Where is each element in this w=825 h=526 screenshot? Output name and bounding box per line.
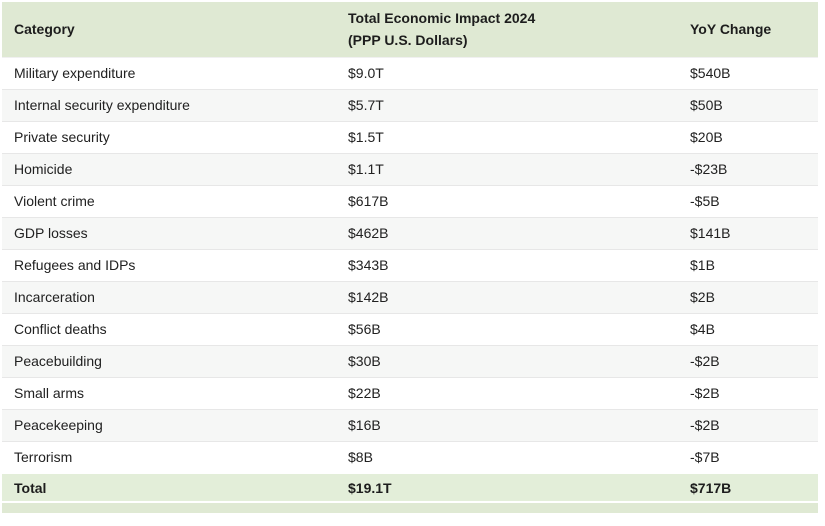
- cell-impact: $1.1T: [348, 161, 384, 177]
- cell-yoy: $1B: [690, 257, 715, 273]
- cell-category: GDP losses: [14, 225, 88, 241]
- table-row: Homicide $1.1T -$23B: [2, 153, 818, 185]
- cell-category: Military expenditure: [14, 65, 136, 81]
- cell-category: Peacebuilding: [14, 353, 102, 369]
- cell-yoy: $2B: [690, 289, 715, 305]
- cell-category: Small arms: [14, 385, 85, 401]
- cell-impact: $30B: [348, 353, 381, 369]
- cell-yoy: $20B: [690, 129, 723, 145]
- table-row: Conflict deaths $56B $4B: [2, 313, 818, 345]
- cropped-element-below-table: [2, 503, 818, 513]
- cell-category: Violent crime: [14, 193, 95, 209]
- cell-impact: $343B: [348, 257, 389, 273]
- cell-category: Conflict deaths: [14, 321, 107, 337]
- cell-yoy: -$7B: [690, 448, 720, 465]
- cell-impact: $462B: [348, 225, 389, 241]
- table-row: Terrorism $8B -$7B: [2, 441, 818, 473]
- cell-category: Homicide: [14, 161, 73, 177]
- total-impact: $19.1T: [348, 479, 392, 496]
- cell-impact: $16B: [348, 417, 381, 433]
- column-header-yoy: YoY Change: [690, 21, 772, 38]
- table-row: Refugees and IDPs $343B $1B: [2, 249, 818, 281]
- table-row: GDP losses $462B $141B: [2, 217, 818, 249]
- cell-yoy: -$23B: [690, 161, 728, 177]
- cell-impact: $617B: [348, 193, 389, 209]
- table-row: Military expenditure $9.0T $540B: [2, 57, 818, 89]
- cell-impact: $22B: [348, 385, 381, 401]
- cell-impact: $5.7T: [348, 97, 384, 113]
- table-row: Incarceration $142B $2B: [2, 281, 818, 313]
- cell-impact: $56B: [348, 321, 381, 337]
- cell-impact: $142B: [348, 289, 389, 305]
- cell-yoy: $141B: [690, 225, 731, 241]
- cell-category: Terrorism: [14, 448, 73, 465]
- cell-impact: $8B: [348, 448, 373, 465]
- cell-yoy: -$2B: [690, 417, 720, 433]
- table-row: Peacekeeping $16B -$2B: [2, 409, 818, 441]
- column-header-category: Category: [14, 21, 75, 38]
- total-label: Total: [14, 479, 47, 496]
- table-row: Private security $1.5T $20B: [2, 121, 818, 153]
- cell-category: Peacekeeping: [14, 417, 103, 433]
- table-row: Small arms $22B -$2B: [2, 377, 818, 409]
- cell-yoy: -$2B: [690, 385, 720, 401]
- cell-yoy: -$5B: [690, 193, 720, 209]
- cell-impact: $1.5T: [348, 129, 384, 145]
- cell-category: Private security: [14, 129, 110, 145]
- table-header-row: Category Total Economic Impact 2024 (PPP…: [2, 2, 818, 57]
- cell-category: Incarceration: [14, 289, 95, 305]
- total-yoy: $717B: [690, 479, 732, 496]
- table-row: Internal security expenditure $5.7T $50B: [2, 89, 818, 121]
- table-row: Peacebuilding $30B -$2B: [2, 345, 818, 377]
- cell-category: Refugees and IDPs: [14, 257, 136, 273]
- cell-category: Internal security expenditure: [14, 97, 190, 113]
- cell-impact: $9.0T: [348, 65, 384, 81]
- cell-yoy: $4B: [690, 321, 715, 337]
- economic-impact-table: Category Total Economic Impact 2024 (PPP…: [2, 2, 818, 501]
- table-total-row: Total $19.1T $717B: [2, 473, 818, 501]
- cell-yoy: -$2B: [690, 353, 720, 369]
- cell-yoy: $50B: [690, 97, 723, 113]
- table-row: Violent crime $617B -$5B: [2, 185, 818, 217]
- column-header-impact: Total Economic Impact 2024 (PPP U.S. Dol…: [348, 9, 536, 49]
- cell-yoy: $540B: [690, 65, 731, 81]
